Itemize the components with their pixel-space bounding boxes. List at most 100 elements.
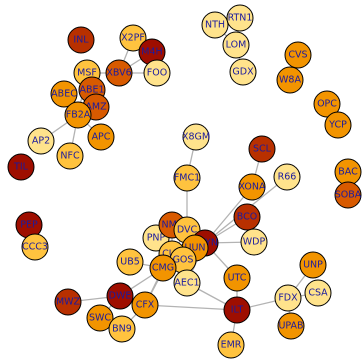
node-label: NMP — [161, 220, 182, 231]
node-dwe: DWE — [106, 282, 134, 310]
node-circle — [7, 153, 35, 181]
node-x8gm: X8GM — [182, 123, 210, 151]
node-label: AMZ — [85, 102, 107, 113]
node-circle — [273, 163, 301, 191]
node-mwz: MWZ — [54, 288, 82, 316]
node-circle — [233, 203, 261, 231]
node-label: UB5 — [120, 257, 140, 268]
node-abec: ABEC — [50, 80, 78, 108]
node-label: AEC1 — [174, 278, 199, 289]
node-circle — [86, 304, 114, 332]
node-ccc3: CCC3 — [21, 233, 49, 261]
node-circle — [149, 254, 177, 282]
node-circle — [50, 80, 78, 108]
node-unp: UNP — [299, 251, 327, 279]
node-w8a: W8A — [276, 66, 304, 94]
node-label: XBV6 — [106, 68, 131, 79]
node-circle — [277, 312, 305, 340]
node-utc: UTC — [223, 264, 251, 292]
node-label: APC — [92, 132, 111, 143]
node-circle — [229, 58, 257, 86]
node-bco: BCO — [233, 203, 261, 231]
node-xona: XONA — [238, 173, 266, 201]
node-label: FMC1 — [174, 173, 200, 184]
node-circle — [201, 11, 229, 39]
node-label: CSA — [308, 288, 328, 299]
node-circle — [116, 248, 144, 276]
node-circle — [284, 41, 312, 69]
node-circle — [173, 269, 201, 297]
node-label: BN9 — [112, 324, 132, 335]
node-csa: CSA — [304, 279, 332, 307]
node-label: DVC — [177, 225, 198, 236]
node-label: SCL — [253, 144, 272, 155]
node-circle — [106, 282, 134, 310]
node-nth: NTH — [201, 11, 229, 39]
node-xbv6: XBV6 — [105, 59, 133, 87]
node-circle — [299, 251, 327, 279]
node-nfc: NFC — [56, 142, 84, 170]
node-rtn1: RTN1 — [226, 4, 254, 32]
node-circle — [324, 111, 352, 139]
node-circle — [304, 279, 332, 307]
node-circle — [64, 101, 92, 129]
node-x2pf: X2PF — [119, 24, 147, 52]
node-circle — [27, 127, 55, 155]
node-lom: LOM — [222, 31, 250, 59]
node-pep: PEP — [15, 211, 43, 239]
node-m4h: M4H — [138, 38, 166, 66]
node-label: FDX — [278, 293, 298, 304]
node-label: BCO — [237, 212, 257, 223]
node-label: X8GM — [182, 132, 210, 143]
node-label: ILT — [231, 305, 244, 316]
node-circle — [119, 24, 147, 52]
node-label: WDP — [243, 237, 266, 248]
node-fdx: FDX — [274, 284, 302, 312]
node-label: X2PF — [121, 33, 145, 44]
node-label: UUN — [184, 243, 205, 254]
node-label: CMG — [152, 263, 174, 274]
node-circle — [173, 164, 201, 192]
node-circle — [223, 264, 251, 292]
node-label: EMR — [221, 340, 242, 351]
node-label: RTN1 — [228, 13, 253, 24]
node-ilt: ILT — [223, 296, 251, 324]
node-label: GOS — [173, 255, 194, 266]
node-label: UNP — [303, 260, 323, 271]
node-cfx: CFX — [131, 291, 159, 319]
node-label: MSF — [77, 68, 97, 79]
node-label: SOBA — [335, 190, 362, 201]
node-foo: FOO — [143, 59, 171, 87]
node-label: OPC — [317, 99, 337, 110]
node-cvs: CVS — [284, 41, 312, 69]
node-cmg: CMG — [149, 254, 177, 282]
node-swc: SWC — [86, 304, 114, 332]
node-inl: INL — [67, 26, 95, 54]
node-label: GDX — [232, 67, 254, 78]
node-soba: SOBA — [334, 181, 362, 209]
node-circle — [108, 315, 136, 343]
node-circle — [21, 233, 49, 261]
node-label: R66 — [278, 172, 297, 183]
node-label: AP2 — [32, 136, 50, 147]
node-circle — [87, 123, 115, 151]
node-label: FB2A — [66, 110, 91, 121]
node-apc: APC — [87, 123, 115, 151]
node-wdp: WDP — [240, 228, 268, 256]
node-fb2a: FB2A — [64, 101, 92, 129]
node-circle — [240, 228, 268, 256]
node-ub5: UB5 — [116, 248, 144, 276]
node-r66: R66 — [273, 163, 301, 191]
node-circle — [222, 31, 250, 59]
node-label: M4H — [141, 47, 162, 58]
node-circle — [248, 135, 276, 163]
node-label: UPAB — [278, 321, 303, 332]
node-circle — [334, 181, 362, 209]
node-label: FOO — [147, 68, 167, 79]
node-label: PNP — [147, 233, 166, 244]
node-circle — [67, 26, 95, 54]
node-circle — [143, 59, 171, 87]
node-label: CCC3 — [22, 242, 48, 253]
